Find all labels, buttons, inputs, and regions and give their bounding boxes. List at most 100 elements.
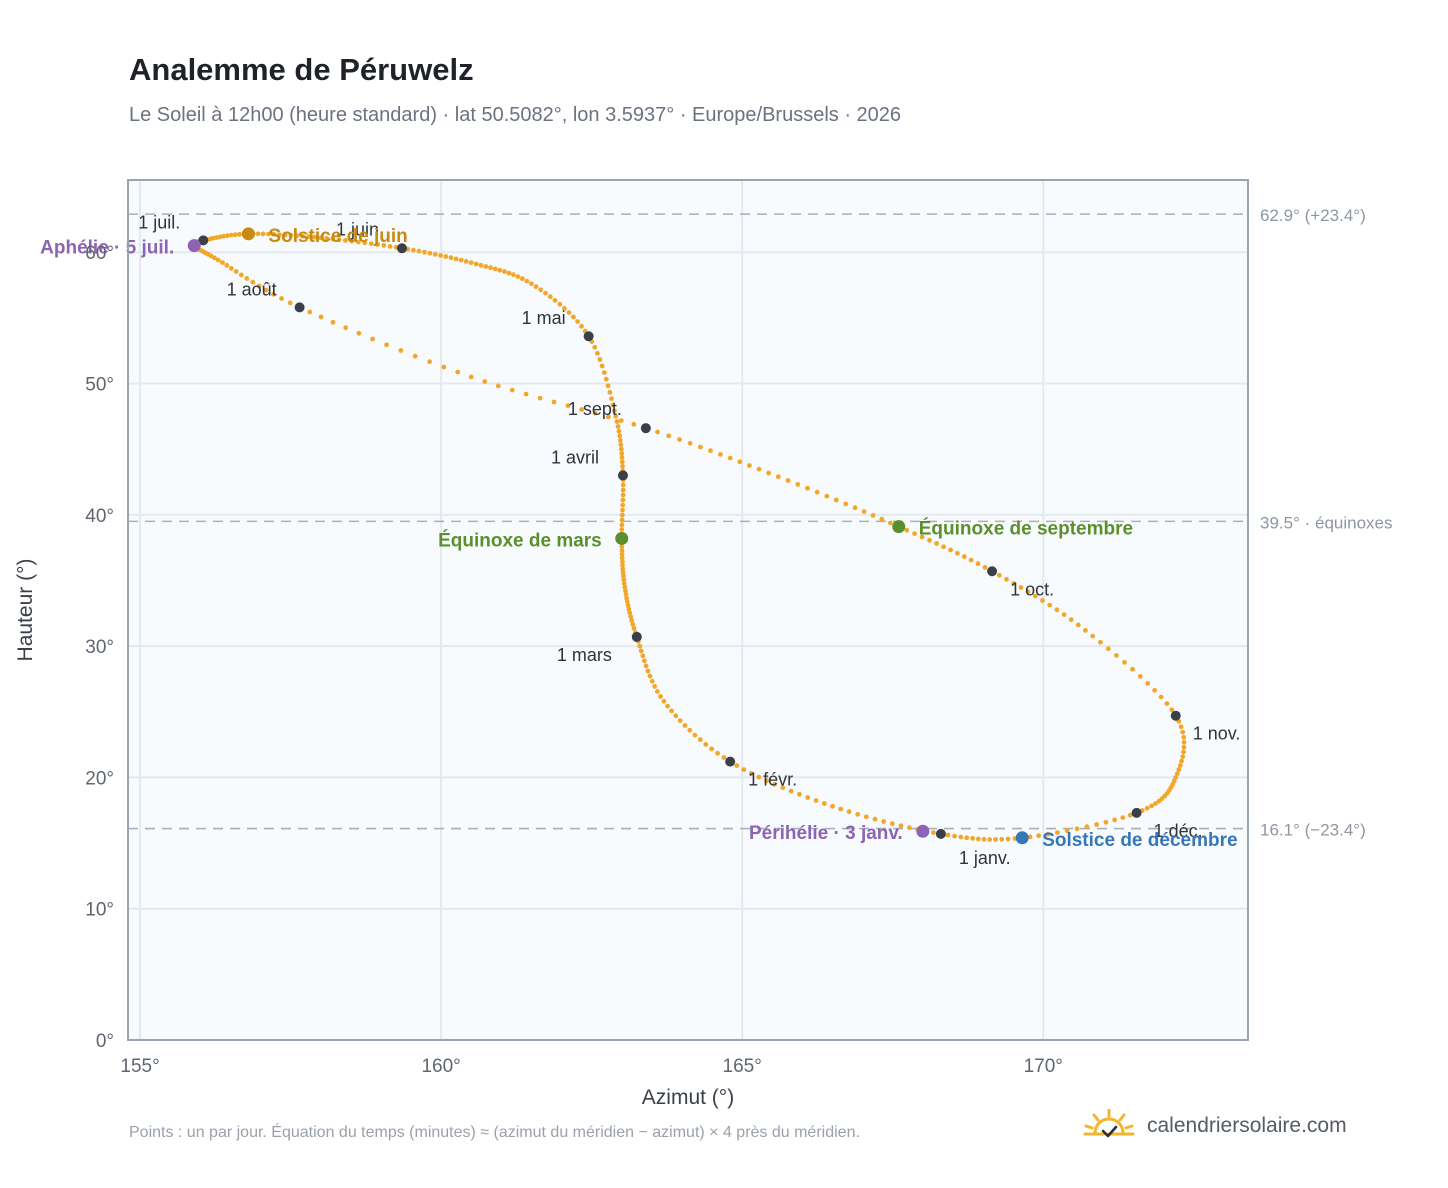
- daily-point: [620, 562, 625, 568]
- daily-point: [473, 261, 479, 267]
- daily-point: [1047, 602, 1053, 608]
- daily-point: [833, 497, 839, 503]
- daily-point: [448, 255, 454, 261]
- daily-point: [565, 403, 571, 409]
- daily-point: [592, 344, 598, 350]
- event-label: Équinoxe de mars: [438, 529, 602, 551]
- daily-point: [846, 809, 852, 815]
- daily-point: [387, 244, 393, 249]
- daily-point: [1181, 749, 1186, 755]
- daily-point: [244, 276, 250, 281]
- event-label: Périhélie · 3 janv.: [749, 823, 903, 844]
- daily-point: [250, 279, 256, 285]
- daily-point: [617, 433, 623, 439]
- daily-point: [703, 742, 709, 747]
- daily-point: [595, 350, 600, 356]
- plot-area: [128, 180, 1248, 1040]
- daily-point: [483, 264, 489, 269]
- daily-point: [961, 554, 967, 559]
- daily-point: [362, 240, 368, 246]
- daily-point: [958, 834, 964, 840]
- daily-point: [422, 249, 427, 255]
- daily-point: [330, 236, 336, 242]
- month-label: 1 juin: [336, 219, 379, 239]
- daily-point: [529, 281, 534, 287]
- daily-point: [1075, 622, 1081, 628]
- daily-point: [566, 310, 572, 315]
- daily-point: [411, 247, 416, 253]
- daily-point: [955, 550, 960, 556]
- daily-point: [655, 689, 660, 694]
- daily-point: [698, 444, 703, 450]
- daily-point: [1083, 628, 1088, 633]
- daily-point: [282, 232, 288, 238]
- daily-point: [463, 259, 469, 264]
- reference-line-label: 39.5° · équinoxes: [1260, 513, 1393, 532]
- daily-point: [492, 266, 498, 272]
- daily-point: [1068, 617, 1074, 623]
- month-marker: [1170, 710, 1181, 721]
- daily-point: [780, 785, 786, 791]
- daily-point: [506, 270, 512, 276]
- daily-point: [271, 231, 277, 237]
- daily-point: [256, 283, 262, 289]
- daily-point: [748, 771, 754, 776]
- daily-point: [623, 592, 629, 597]
- month-marker: [396, 243, 407, 254]
- daily-point: [982, 565, 988, 570]
- daily-point: [224, 262, 230, 268]
- daily-point: [482, 379, 488, 384]
- daily-point: [649, 678, 655, 684]
- daily-point: [1174, 771, 1180, 776]
- daily-point: [610, 402, 616, 408]
- daily-point: [620, 463, 625, 469]
- daily-point: [692, 732, 698, 738]
- daily-point: [260, 231, 266, 237]
- daily-point: [263, 287, 269, 293]
- daily-point: [912, 531, 917, 536]
- daily-point: [861, 509, 867, 514]
- sun-logo-icon: [1083, 1109, 1135, 1138]
- daily-point: [375, 242, 380, 247]
- month-marker: [935, 828, 946, 839]
- daily-point: [620, 559, 625, 565]
- daily-point: [927, 537, 932, 543]
- daily-point: [438, 253, 443, 258]
- daily-point: [1094, 822, 1099, 827]
- x-tick-label: 170°: [1024, 1056, 1063, 1077]
- brand-name[interactable]: calendriersolaire.com: [1147, 1114, 1347, 1137]
- daily-point: [1122, 659, 1127, 665]
- daily-point: [523, 391, 529, 397]
- daily-point: [630, 622, 636, 627]
- daily-point: [515, 274, 521, 279]
- brand[interactable]: calendriersolaire.com: [1083, 1106, 1347, 1146]
- x-tick-label: 165°: [723, 1056, 762, 1077]
- daily-point: [879, 516, 885, 522]
- reference-line-label: 16.1° (−23.4°): [1260, 821, 1366, 840]
- daily-point: [233, 269, 239, 274]
- daily-point: [427, 250, 433, 256]
- daily-point: [964, 835, 970, 841]
- daily-point: [824, 493, 830, 499]
- daily-point: [618, 442, 624, 448]
- chart-subtitle: Le Soleil à 12h00 (heure standard) · lat…: [129, 104, 902, 126]
- daily-point: [607, 389, 613, 395]
- daily-point: [294, 233, 300, 239]
- daily-point: [1098, 639, 1103, 645]
- daily-point: [1181, 739, 1187, 745]
- daily-point: [552, 298, 558, 303]
- daily-point: [520, 276, 525, 282]
- daily-point: [628, 614, 634, 619]
- daily-point: [618, 446, 624, 452]
- daily-point: [642, 658, 647, 664]
- y-axis-label: Hauteur (°): [14, 559, 37, 662]
- daily-point: [416, 248, 422, 254]
- daily-point: [968, 557, 974, 563]
- daily-point: [805, 485, 810, 491]
- daily-point: [619, 522, 625, 528]
- footnote: Points : un par jour. Équation du temps …: [129, 1124, 860, 1141]
- daily-point: [814, 489, 820, 495]
- y-tick-label: 0°: [96, 1031, 114, 1052]
- daily-point: [225, 233, 230, 239]
- daily-point: [502, 269, 507, 274]
